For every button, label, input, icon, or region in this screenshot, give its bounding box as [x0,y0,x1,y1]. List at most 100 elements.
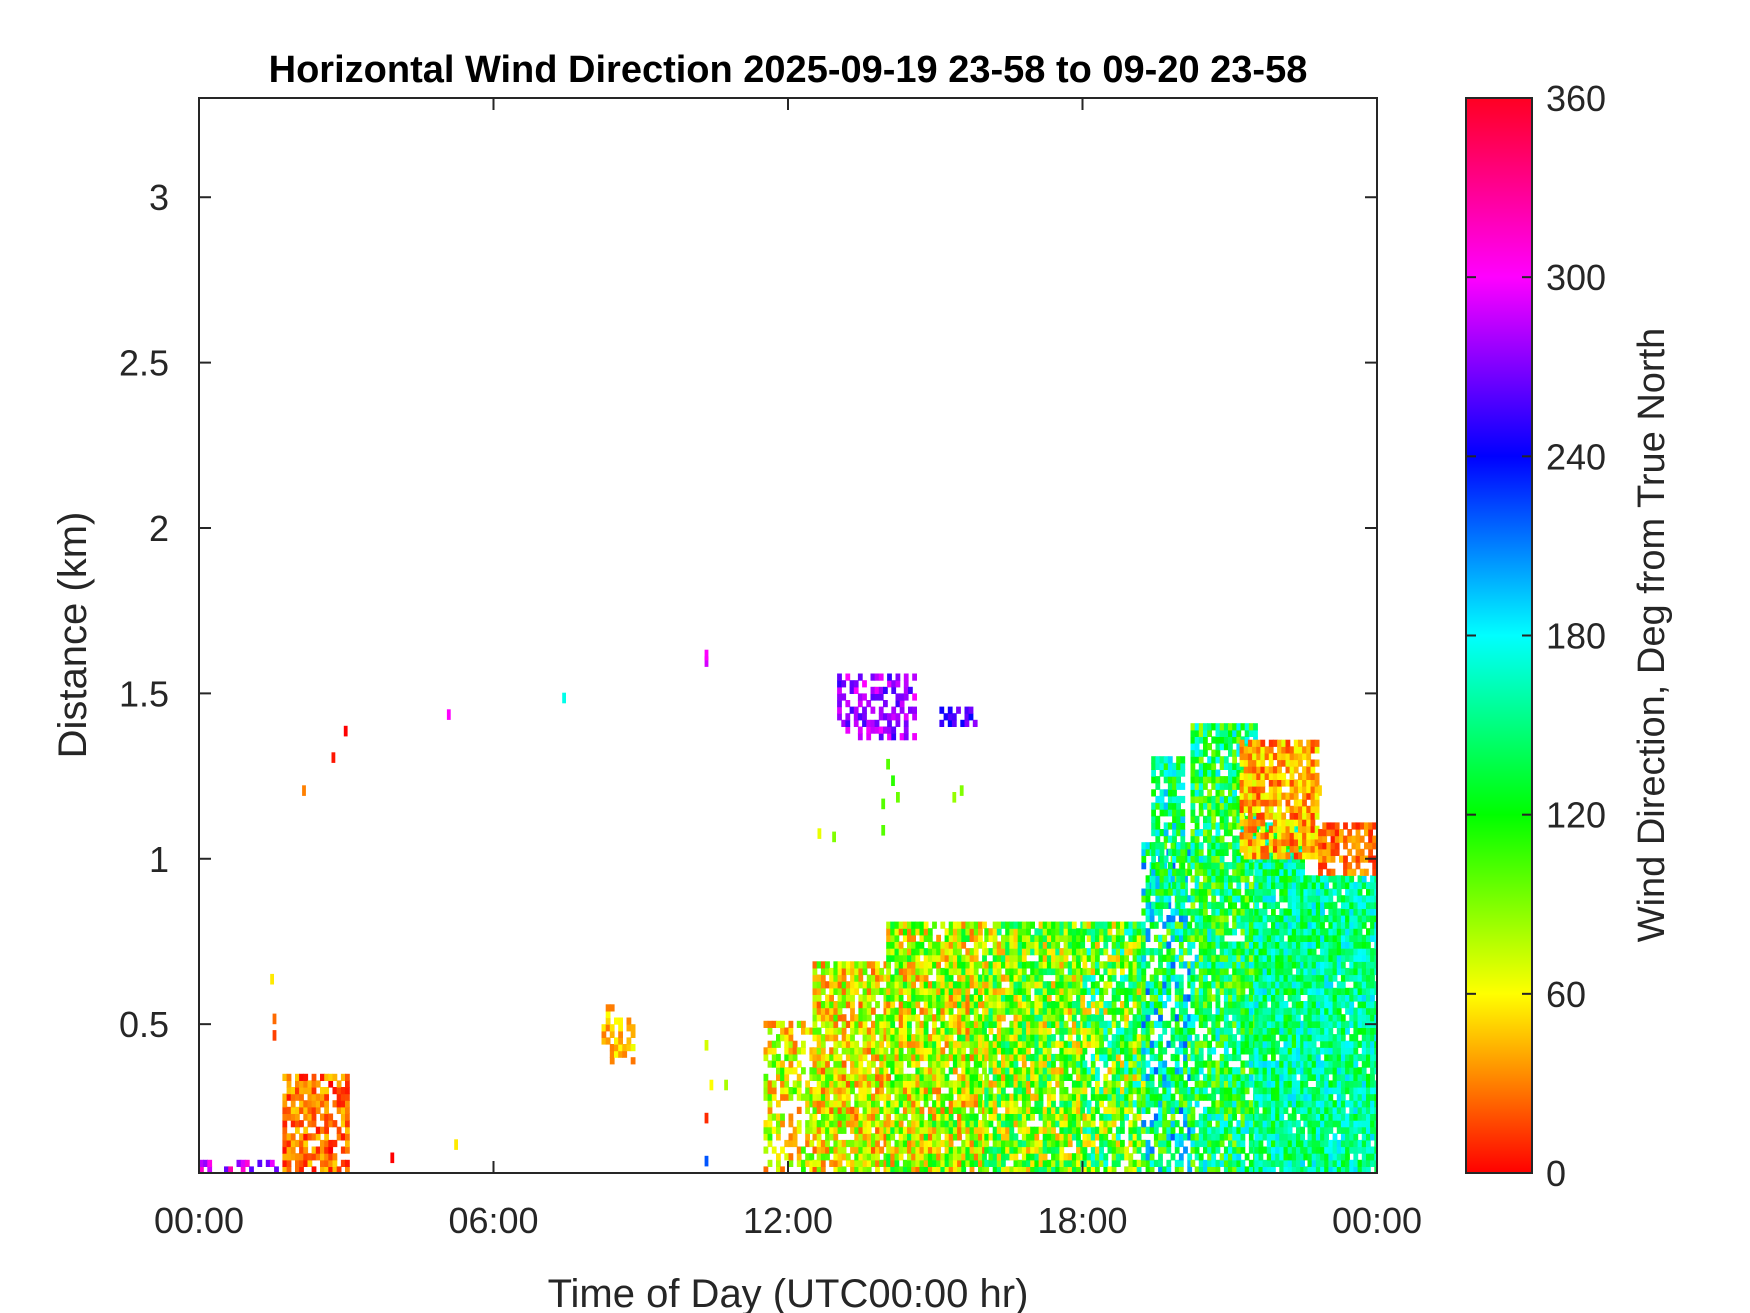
heatmap-cell [1132,974,1138,982]
heatmap-cell [1030,1093,1035,1101]
heatmap-cell [1128,987,1134,995]
heatmap-cell [780,1027,785,1035]
heatmap-cell [1232,908,1237,916]
heatmap-cell [1198,862,1204,870]
heatmap-cell [915,1053,921,1062]
heatmap-cell [883,987,889,995]
heatmap-cell [902,961,908,969]
heatmap-cell [957,1053,962,1062]
heatmap-cell [911,1126,916,1134]
heatmap-cell [812,974,818,982]
heatmap-cell [948,1001,954,1009]
heatmap-cell [767,1060,773,1068]
heatmap-cell [1198,1047,1204,1055]
heatmap-cell [1262,1040,1268,1048]
heatmap-cell [1159,881,1165,890]
heatmap-cell [1198,888,1204,896]
heatmap-cell [809,1087,815,1095]
heatmap-cell [1178,1100,1184,1108]
heatmap-cell [1136,1100,1142,1108]
heatmap-cell [862,1007,868,1015]
heatmap-cell [1136,1067,1142,1075]
heatmap-cell [1178,941,1184,949]
heatmap-cell [303,1113,309,1121]
heatmap-cell [1001,1027,1006,1035]
heatmap-cell [1166,994,1172,1002]
heatmap-cell [1266,1113,1272,1121]
heatmap-cell [1099,1093,1104,1101]
heatmap-cell [1038,1113,1044,1121]
heatmap-cell [894,1067,900,1075]
heatmap-cell [1086,1106,1092,1114]
heatmap-cell [1215,862,1221,870]
heatmap-cell [886,994,891,1002]
heatmap-cell [1198,881,1204,890]
heatmap-cell [1107,1040,1113,1048]
heatmap-cell [890,1040,896,1048]
heatmap-cell [796,1020,802,1028]
heatmap-cell [948,1106,954,1114]
heatmap-cell [902,1027,908,1035]
heatmap-cell [1076,1007,1081,1015]
heatmap-cell [948,1040,954,1048]
heatmap-cell [837,713,842,721]
heatmap-cell [1275,1133,1280,1141]
heatmap-cell [1248,994,1254,1002]
heatmap-cell [1232,855,1237,863]
heatmap-cell [952,1166,958,1173]
heatmap-cell [1176,868,1181,876]
heatmap-cell [324,1153,329,1161]
heatmap-cell [295,1106,300,1114]
heatmap-cell [1067,981,1073,989]
heatmap-cell [898,1014,904,1022]
heatmap-cell [1145,848,1151,856]
heatmap-cell [1162,1126,1168,1134]
heatmap-cell [833,1053,839,1062]
heatmap-cell [1170,1027,1176,1035]
heatmap-cell [1155,862,1161,870]
heatmap-cell [911,1053,916,1062]
heatmap-cell [1115,961,1121,969]
heatmap-cell [1158,1047,1163,1055]
heatmap-cell [988,1087,994,1095]
heatmap-cell [1266,895,1272,903]
heatmap-cell [1178,974,1184,982]
heatmap-cell [833,1146,839,1154]
heatmap-cell [829,1020,834,1028]
heatmap-cell [767,1080,773,1088]
heatmap-cell [886,1007,891,1015]
heatmap-cell [1211,908,1217,916]
heatmap-cell [1266,1014,1272,1022]
heatmap-cell [1141,987,1147,995]
heatmap-cell [1279,1153,1285,1161]
heatmap-cell [898,941,904,949]
heatmap-cell [1017,1027,1023,1035]
heatmap-cell [1095,1067,1100,1075]
heatmap-cell [1001,1080,1006,1088]
heatmap-cell [899,733,905,741]
heatmap-cell [1244,934,1250,942]
heatmap-cell [833,1060,839,1068]
heatmap-cell [1183,1034,1188,1042]
heatmap-cell [825,967,830,976]
heatmap-cell [973,954,979,962]
heatmap-cell [605,1004,611,1012]
heatmap-cell [1194,729,1200,737]
heatmap-cell [940,1126,946,1134]
heatmap-cell [1021,1080,1027,1088]
heatmap-cell [932,961,937,969]
heatmap-cell [1055,1053,1061,1062]
heatmap-cell [1207,862,1212,870]
heatmap-cell [939,706,945,714]
heatmap-cell [1090,981,1096,989]
heatmap-cell [1005,967,1010,976]
heatmap-cell [952,1047,958,1055]
heatmap-cell [1236,967,1242,976]
heatmap-cell [1248,1080,1254,1088]
heatmap-cell [1198,895,1204,903]
heatmap-cell [911,928,916,936]
heatmap-cell [915,1146,921,1154]
heatmap-cell [927,961,933,969]
heatmap-cell [1051,1113,1056,1121]
heatmap-cell [1038,921,1044,929]
